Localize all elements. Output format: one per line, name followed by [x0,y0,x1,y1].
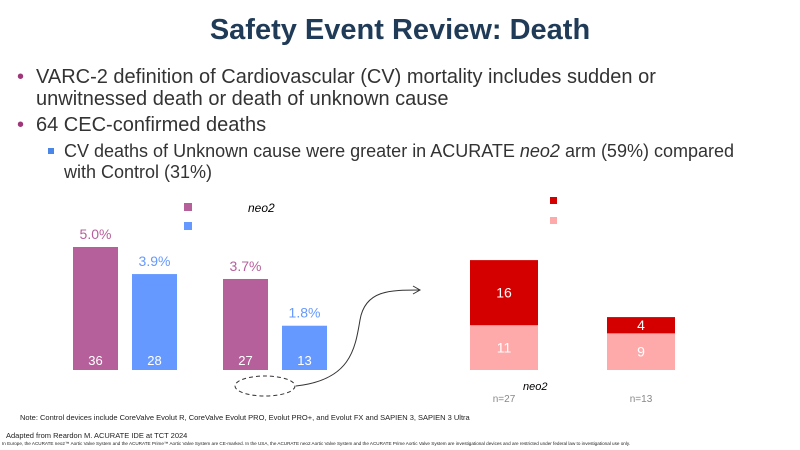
bullet-dot-icon: • [17,66,25,88]
legend-swatch [550,197,557,204]
segment-label: 4 [637,317,645,333]
bullet-1: • VARC-2 definition of Cardiovascular (CV… [17,66,756,110]
slide-title: Safety Event Review: Death [209,14,591,46]
bar-count-label: 36 [88,353,102,368]
bar-count-label: 28 [147,353,161,368]
note: Note: Control devices include CoreValve … [20,413,470,422]
bullet-2: • 64 CEC-confirmed deaths [17,114,756,136]
bullet-text: 64 CEC-confirmed deaths [36,114,267,136]
arrow-curve [295,289,421,387]
legend-text: neo2 [248,201,275,215]
legend-swatch [184,222,192,230]
sub-bullet: CV deaths of Unknown cause were greater … [48,141,744,183]
bar [132,274,177,370]
segment-label: 16 [496,285,512,301]
stacked-bar-segment [607,333,675,370]
sub-bullet-italic: neo2 [519,141,560,161]
stacked-bar-segment [470,260,538,326]
bar-percent-label: 3.7% [230,258,262,274]
category-label: n=27 [493,394,516,405]
stacked-bar-segment [470,325,538,370]
bar-count-label: 13 [297,353,311,368]
category-label: n=13 [630,394,653,405]
square-bullet-icon [48,148,54,154]
bar-percent-label: 3.9% [139,253,171,269]
category-fragment: neo2 [523,381,547,393]
sub-bullet-text: CV deaths of Unknown cause were greater … [64,141,520,161]
bar-percent-label: 1.8% [289,305,321,321]
bullet-dot-icon: • [17,114,25,136]
bar [73,247,118,370]
bullet-text: VARC-2 definition of Cardiovascular (CV)… [36,66,656,110]
bar [223,278,268,370]
sub-bullet-text: arm (59%) compared with Control (31%) [64,141,734,182]
bar-count-label: 27 [238,353,252,368]
source: Adapted from Reardon M. ACURATE IDE at T… [6,431,188,440]
legend-swatch [184,203,192,211]
bar-percent-label: 5.0% [80,226,112,242]
stacked-bar-segment [607,317,675,334]
segment-label: 9 [637,344,645,360]
legend-swatch [550,217,557,224]
disclaimer: In Europe, the ACURATE neo2™ Aortic Valv… [2,441,631,446]
dashed-ellipse [234,375,296,397]
segment-label: 11 [497,340,512,356]
bar [282,325,327,370]
arrow-head-icon [412,285,422,295]
